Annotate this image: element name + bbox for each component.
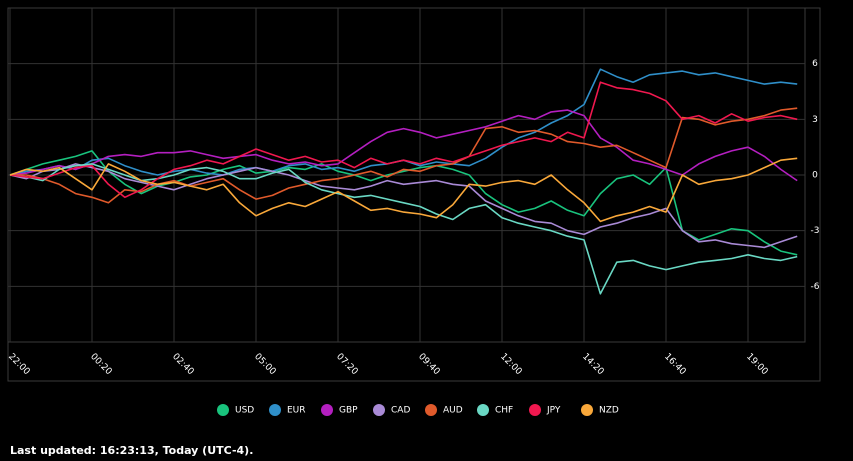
legend-swatch bbox=[529, 404, 541, 416]
legend-swatch bbox=[425, 404, 437, 416]
x-tick-label: 00:20 bbox=[88, 352, 114, 378]
legend-label: JPY bbox=[546, 406, 561, 416]
y-tick-label: -3 bbox=[811, 226, 820, 236]
footer: Last updated: 16:23:13, Today (UTC-4). bbox=[10, 444, 253, 457]
y-tick-label: 6 bbox=[812, 59, 818, 69]
x-tick-label: 07:20 bbox=[334, 352, 360, 378]
x-tick-label: 12:00 bbox=[498, 352, 524, 378]
series-line bbox=[9, 68, 798, 176]
legend-label: CHF bbox=[495, 406, 513, 416]
series-line bbox=[10, 107, 798, 204]
y-tick-label: 0 bbox=[812, 171, 818, 181]
series-line bbox=[9, 157, 798, 223]
legend-label: AUD bbox=[443, 406, 463, 416]
x-tick-label: 14:20 bbox=[580, 352, 606, 378]
x-tick-label: 16:40 bbox=[662, 352, 688, 378]
legend-label: CAD bbox=[391, 406, 410, 416]
legend-swatch bbox=[217, 404, 229, 416]
y-tick-label: 3 bbox=[812, 115, 818, 125]
legend-label: GBP bbox=[339, 406, 358, 416]
series-line bbox=[9, 81, 798, 199]
x-tick-label: 09:40 bbox=[416, 352, 442, 378]
legend-swatch bbox=[269, 404, 281, 416]
x-tick-label: 22:00 bbox=[6, 352, 32, 378]
series-line bbox=[9, 163, 798, 249]
legend-label: NZD bbox=[599, 406, 619, 416]
y-tick-label: -6 bbox=[811, 282, 820, 292]
x-tick-label: 05:00 bbox=[252, 352, 278, 378]
legend-label: EUR bbox=[287, 406, 306, 416]
legend-label: USD bbox=[235, 406, 254, 416]
x-tick-label: 19:00 bbox=[744, 352, 770, 378]
series-line bbox=[9, 109, 798, 182]
legend-swatch bbox=[321, 404, 333, 416]
legend-swatch bbox=[373, 404, 385, 416]
x-tick-label: 02:40 bbox=[170, 352, 196, 378]
legend-swatch bbox=[477, 404, 489, 416]
legend-swatch bbox=[581, 404, 593, 416]
